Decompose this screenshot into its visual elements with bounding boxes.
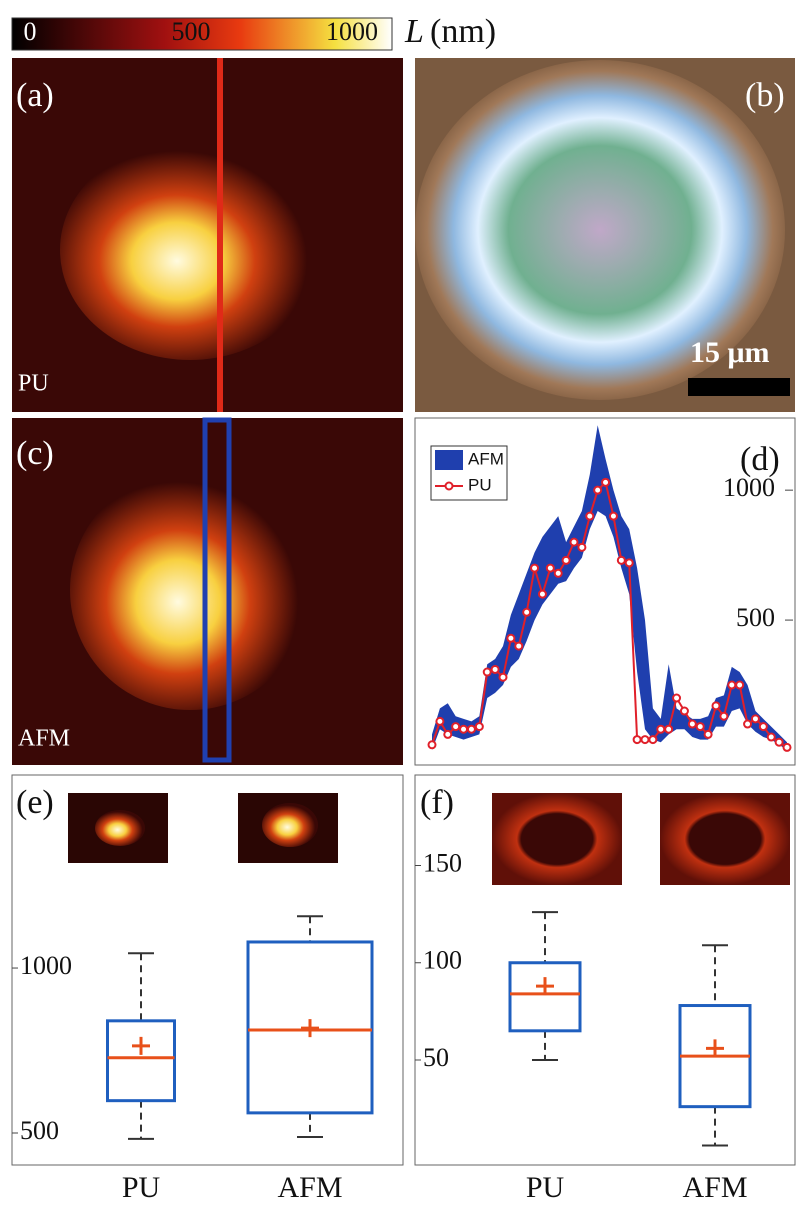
y-tick-label: 1000	[20, 951, 72, 980]
pu-point	[537, 589, 547, 599]
pu-point	[719, 711, 729, 721]
pu-point	[758, 722, 768, 732]
scale-label: 15 μm	[690, 336, 770, 369]
pu-point	[782, 742, 792, 752]
box	[508, 961, 582, 1033]
pu-point	[695, 722, 705, 732]
pu-point	[672, 693, 682, 703]
pu-point	[459, 724, 469, 734]
pu-point	[703, 729, 713, 739]
pu-point	[593, 485, 603, 495]
colorbar-unit: (nm)	[430, 13, 496, 50]
mean	[301, 1019, 319, 1038]
colorbar-tick-label: 1000	[326, 17, 378, 46]
x-tick-label: AFM	[277, 1171, 342, 1204]
panel-label: (f)	[420, 784, 454, 821]
panel-label: (e)	[16, 784, 54, 821]
panel-label: (c)	[16, 435, 54, 472]
pu-point	[774, 737, 784, 747]
y-tick-label: 500	[736, 603, 775, 632]
cut-box	[202, 417, 232, 763]
pu-point	[514, 641, 524, 651]
caption: AFM	[18, 726, 70, 752]
x-tick-label: AFM	[682, 1171, 747, 1204]
pu-point	[687, 719, 697, 729]
pu-point	[443, 729, 453, 739]
pu-point	[490, 664, 500, 674]
pu-point	[632, 735, 642, 745]
colorbar-symbol: L	[404, 13, 424, 50]
pu-point	[711, 701, 721, 711]
optical-ring	[415, 60, 785, 400]
pu-point	[640, 735, 650, 745]
panel-label: (d)	[740, 441, 780, 478]
pu-blob	[60, 140, 320, 360]
panel-label: (a)	[16, 77, 54, 114]
x-tick-label: PU	[526, 1171, 565, 1204]
box	[246, 940, 374, 1115]
pu-point	[766, 732, 776, 742]
legend-label: AFM	[468, 449, 504, 468]
colorbar	[11, 17, 393, 51]
colorbar-tick-label: 0	[24, 17, 37, 46]
inset-blob	[262, 803, 318, 847]
pu-point	[727, 680, 737, 690]
mean	[536, 977, 554, 996]
colorbar-tick-label: 500	[172, 17, 211, 46]
pu-point	[561, 555, 571, 565]
y-tick-label: 1000	[723, 473, 775, 502]
y-tick-label: 100	[423, 946, 462, 975]
pu-point	[530, 563, 540, 573]
pu-point	[601, 477, 611, 487]
pu-point	[482, 667, 492, 677]
scale-bar	[688, 378, 790, 396]
pu-point	[656, 724, 666, 734]
pu-point	[451, 722, 461, 732]
mean	[706, 1039, 724, 1058]
pu-point	[498, 672, 508, 682]
y-tick-label: 500	[20, 1116, 59, 1145]
panel-label: (b)	[745, 77, 785, 114]
afm-blob	[70, 470, 310, 710]
pu-point	[679, 706, 689, 716]
legend-label: PU	[468, 475, 492, 494]
caption: PU	[18, 371, 49, 397]
pu-point	[585, 511, 595, 521]
mean	[132, 1036, 150, 1055]
legend-marker	[444, 481, 454, 491]
pu-point	[545, 563, 555, 573]
pu-point	[616, 555, 626, 565]
y-tick-label: 150	[423, 848, 462, 877]
pu-point	[569, 537, 579, 547]
legend-frame	[430, 445, 508, 501]
inset-blob	[95, 810, 145, 846]
x-tick-label: PU	[122, 1171, 161, 1204]
legend-swatch	[435, 450, 463, 470]
box	[106, 1019, 176, 1103]
pu-point	[750, 714, 760, 724]
pu-point	[743, 719, 753, 729]
pu-point	[435, 716, 445, 726]
pu-point	[608, 511, 618, 521]
line-cut	[217, 58, 223, 412]
inset	[492, 793, 622, 885]
pu-point	[664, 724, 674, 734]
pu-point	[427, 740, 437, 750]
pu-point	[624, 558, 634, 568]
pu-point	[522, 607, 532, 617]
pu-point	[577, 542, 587, 552]
pu-point	[735, 680, 745, 690]
pu-point	[506, 633, 516, 643]
inset	[660, 793, 790, 885]
pu-point	[474, 722, 484, 732]
y-tick-label: 50	[423, 1043, 449, 1072]
pu-point	[553, 568, 563, 578]
pu-point	[648, 735, 658, 745]
pu-point	[466, 724, 476, 734]
